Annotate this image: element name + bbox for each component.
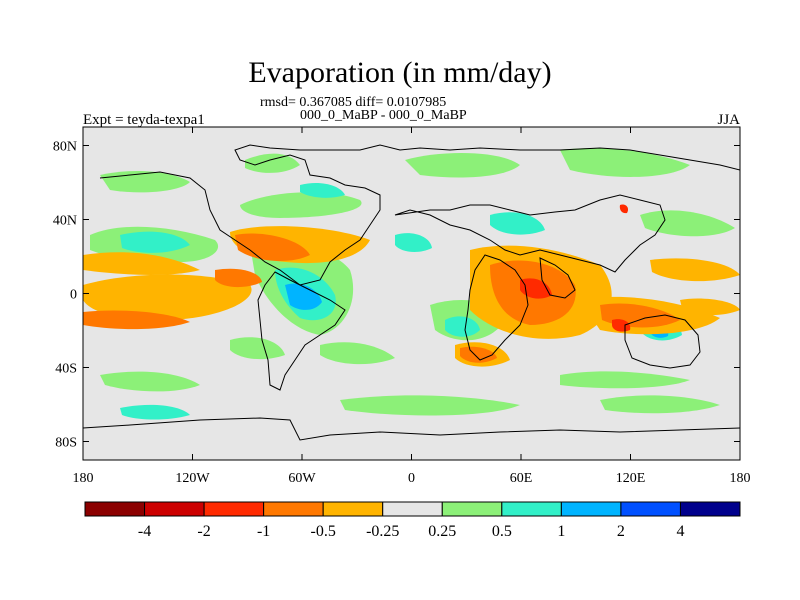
x-tick-label: 120E	[616, 471, 646, 486]
colorbar-label: 0.25	[428, 523, 456, 540]
colorbar-swatch	[144, 501, 205, 517]
x-tick-label: 60W	[288, 471, 316, 486]
map-title: Evaporation (in mm/day)	[248, 56, 552, 89]
x-tick-label: 60E	[510, 471, 533, 486]
colorbar-swatch	[501, 501, 562, 517]
colorbar-label: 2	[617, 523, 625, 540]
colorbar-swatch	[620, 501, 681, 517]
anomaly-fields	[83, 144, 740, 441]
colorbar-swatch	[382, 501, 443, 517]
colorbar-label: -4	[138, 523, 151, 540]
colorbar-swatch	[560, 501, 622, 517]
colorbar: -4 -2 -1 -0.5 -0.25 0.25 0.5 1 2 4	[84, 501, 741, 540]
stats-line: rmsd= 0.367085 diff= 0.0107985	[260, 95, 447, 110]
colorbar-swatch	[679, 501, 741, 517]
y-tick-label: 40N	[53, 214, 77, 229]
x-tick-label: 180	[730, 471, 751, 486]
colorbar-label: -0.5	[311, 523, 336, 540]
y-axis-ticks: 80N 40N 0 40S 80S	[53, 140, 740, 451]
x-tick-label: 120W	[175, 471, 210, 486]
coastlines	[83, 144, 740, 441]
colorbar-swatch	[263, 501, 324, 517]
colorbar-label: 0.5	[492, 523, 512, 540]
colorbar-swatch	[441, 501, 503, 517]
colorbar-label: -0.25	[366, 523, 399, 540]
colorbar-swatch	[322, 501, 384, 517]
colorbar-label: 1	[557, 523, 565, 540]
colorbar-label: -1	[257, 523, 270, 540]
colorbar-label: 4	[676, 523, 684, 540]
x-tick-label: 0	[408, 471, 415, 486]
colorbar-swatch	[203, 501, 265, 517]
colorbar-swatch	[84, 501, 146, 517]
y-tick-label: 80N	[53, 140, 77, 155]
x-axis-ticks: 180 120W 60W 0 60E 120E 180	[73, 127, 751, 486]
y-tick-label: 80S	[55, 436, 77, 451]
season-label: JJA	[717, 112, 740, 128]
colorbar-label: -2	[197, 523, 210, 540]
comparison-line: 000_0_MaBP - 000_0_MaBP	[300, 108, 467, 123]
x-tick-label: 180	[73, 471, 94, 486]
y-tick-label: 40S	[55, 362, 77, 377]
experiment-label: Expt = teyda-texpa1	[83, 112, 205, 128]
y-tick-label: 0	[70, 288, 77, 303]
